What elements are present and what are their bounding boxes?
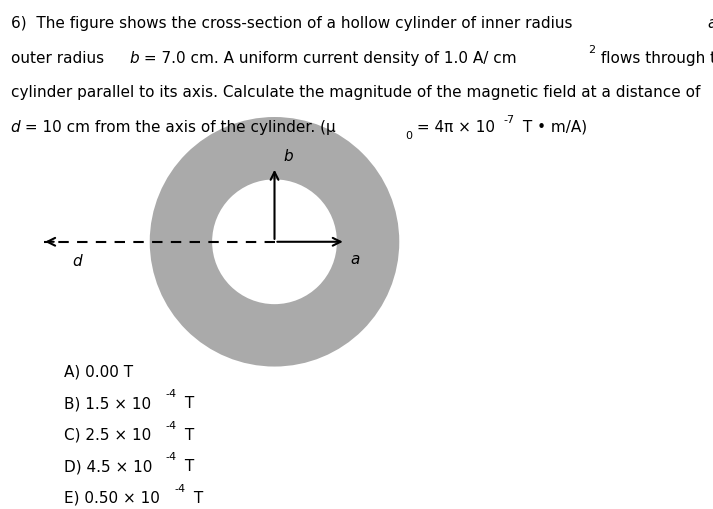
Text: -4: -4 bbox=[174, 484, 185, 494]
Text: d: d bbox=[72, 254, 82, 269]
Text: C) 2.5 × 10: C) 2.5 × 10 bbox=[64, 428, 151, 443]
Text: B) 1.5 × 10: B) 1.5 × 10 bbox=[64, 396, 151, 411]
Text: T: T bbox=[189, 491, 203, 506]
Text: a: a bbox=[350, 252, 359, 267]
Text: 2: 2 bbox=[588, 45, 595, 55]
Text: b: b bbox=[130, 50, 140, 66]
Ellipse shape bbox=[150, 117, 399, 366]
Text: = 4π × 10: = 4π × 10 bbox=[412, 120, 496, 135]
Text: -4: -4 bbox=[165, 389, 176, 399]
Text: d: d bbox=[11, 120, 20, 135]
Text: E) 0.50 × 10: E) 0.50 × 10 bbox=[64, 491, 160, 506]
Text: cylinder parallel to its axis. Calculate the magnitude of the magnetic field at : cylinder parallel to its axis. Calculate… bbox=[11, 85, 700, 100]
Text: T • m/A): T • m/A) bbox=[518, 120, 587, 135]
Text: outer radius: outer radius bbox=[11, 50, 108, 66]
Text: T: T bbox=[180, 396, 194, 411]
Text: b: b bbox=[283, 149, 292, 164]
Text: = 10 cm from the axis of the cylinder. (μ: = 10 cm from the axis of the cylinder. (… bbox=[20, 120, 336, 135]
Text: A) 0.00 T: A) 0.00 T bbox=[64, 364, 133, 380]
Text: T: T bbox=[180, 459, 194, 474]
Text: -7: -7 bbox=[504, 115, 515, 125]
Text: D) 4.5 × 10: D) 4.5 × 10 bbox=[64, 459, 153, 474]
Text: 6)  The figure shows the cross-section of a hollow cylinder of inner radius: 6) The figure shows the cross-section of… bbox=[11, 16, 577, 31]
Text: a: a bbox=[707, 16, 713, 31]
Ellipse shape bbox=[212, 179, 337, 304]
Text: -4: -4 bbox=[165, 420, 176, 431]
Text: T: T bbox=[180, 428, 194, 443]
Text: = 7.0 cm. A uniform current density of 1.0 A/ cm: = 7.0 cm. A uniform current density of 1… bbox=[139, 50, 517, 66]
Text: flows through the: flows through the bbox=[596, 50, 713, 66]
Text: 0: 0 bbox=[405, 131, 412, 141]
Text: -4: -4 bbox=[165, 452, 176, 462]
